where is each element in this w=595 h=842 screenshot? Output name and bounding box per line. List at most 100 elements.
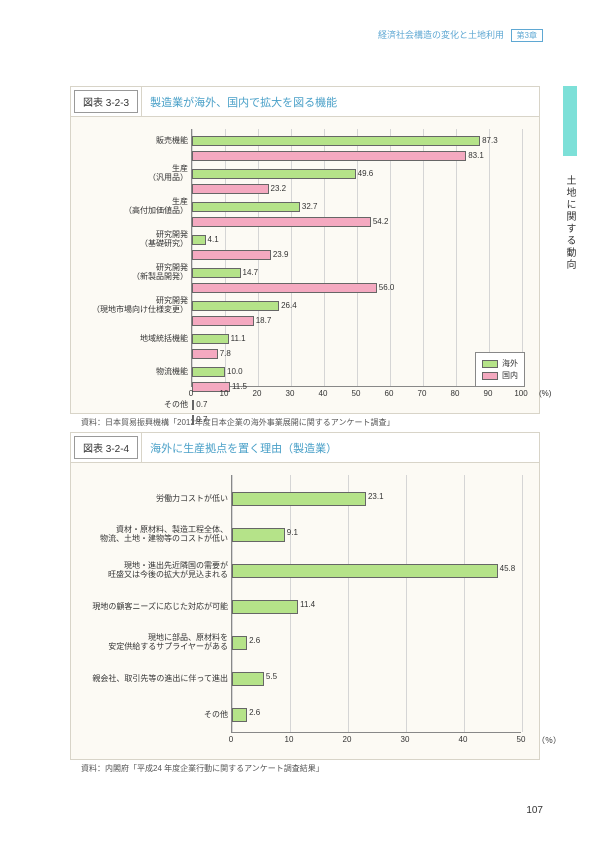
- chart2-bar: 45.8: [232, 564, 498, 578]
- chart1-bar-domestic: 83.1: [192, 151, 466, 161]
- chart1-category-label: 地域統括機能: [84, 335, 192, 344]
- header-text: 経済社会構造の変化と土地利用: [378, 30, 504, 40]
- legend-item-domestic: 国内: [482, 370, 518, 381]
- chart2-bar: 2.6: [232, 636, 247, 650]
- chart2-xtick: 50: [517, 735, 526, 744]
- chart2-plot: 労働力コストが低い23.1 資材・原材料、製造工程全体、物流、土地・建物等のコスト…: [231, 475, 521, 733]
- chart1-bar-value: 10.0: [227, 367, 243, 376]
- chart1-bar-value: 49.6: [358, 169, 374, 178]
- chart2-row: 現地の顧客ニーズに応じた対応が可能11.4: [232, 594, 521, 620]
- chart2-bar: 2.6: [232, 708, 247, 722]
- legend-label-domestic: 国内: [502, 370, 518, 381]
- side-section-label: 土地に関する動向: [563, 175, 577, 271]
- chart1-bar-overseas: 49.6: [192, 169, 356, 179]
- chart1-bar-value: 4.1: [208, 235, 219, 244]
- chart2-xtick: 0: [229, 735, 233, 744]
- chart2-body: 労働力コストが低い23.1資材・原材料、製造工程全体、物流、土地・建物等のコスト…: [71, 463, 539, 757]
- chart1-bar-value: 23.9: [273, 250, 289, 259]
- chart2-category-label: その他: [84, 711, 232, 720]
- chart2-bar-value: 11.4: [300, 600, 315, 609]
- chart1-xaxis: 0102030405060708090100(%): [191, 387, 521, 403]
- chart2-bar-value: 9.1: [287, 528, 298, 537]
- page-number: 107: [526, 805, 543, 816]
- chart2-title-num: 図表 3-2-4: [74, 436, 138, 459]
- chart2-bar-value: 23.1: [368, 492, 384, 501]
- chart1-category-group: 販売機能87.383.1: [192, 134, 521, 163]
- chart1-xtick: 20: [253, 389, 262, 398]
- chart1-category-group: 生産（汎用品）49.623.2: [192, 167, 521, 196]
- chart1-bar-overseas: 11.1: [192, 334, 229, 344]
- chart1-category-group: 地域統括機能11.17.8: [192, 332, 521, 361]
- chart1-body: 販売機能87.383.1生産（汎用品）49.623.2生産（高付加価値品）32.…: [71, 117, 539, 411]
- chart2-row: 資材・原材料、製造工程全体、物流、土地・建物等のコストが低い9.1: [232, 522, 521, 548]
- chart1-bar-value: 14.7: [243, 268, 259, 277]
- chart2-row: 親会社、取引先等の進出に伴って進出5.5: [232, 666, 521, 692]
- legend-swatch-overseas: [482, 360, 498, 368]
- chart1-bar-domestic: 23.2: [192, 184, 269, 194]
- chart1-category-group: 研究開発（現地市場向け仕様変更）26.418.7: [192, 299, 521, 328]
- chart1-bar-value: 18.7: [256, 316, 272, 325]
- chart2-xtick: 40: [459, 735, 468, 744]
- legend-label-overseas: 海外: [502, 358, 518, 369]
- chart2-category-label: 親会社、取引先等の進出に伴って進出: [84, 675, 232, 684]
- chart2-bar-value: 2.6: [249, 636, 260, 645]
- chart1-bar-overseas: 14.7: [192, 268, 241, 278]
- chart2-bar-value: 5.5: [266, 672, 277, 681]
- chart2-bar: 11.4: [232, 600, 298, 614]
- chart1-bar-overseas: 4.1: [192, 235, 206, 245]
- chart2-xtick: 30: [401, 735, 410, 744]
- chart1-bar-domestic: 23.9: [192, 250, 271, 260]
- section-color-tab: [563, 86, 577, 156]
- chart2-xtick: 20: [343, 735, 352, 744]
- chart1-xtick: 0: [189, 389, 193, 398]
- chart2-row: 現地に部品、原材料を安定供給するサプライヤーがある2.6: [232, 630, 521, 656]
- chart-panel-2: 図表 3-2-4 海外に生産拠点を置く理由（製造業） 労働力コストが低い23.1…: [70, 432, 540, 760]
- chart1-xtick: 80: [451, 389, 460, 398]
- chart2-xtick: 10: [285, 735, 294, 744]
- chart1-xtick: 70: [418, 389, 427, 398]
- chart1-xtick: 30: [286, 389, 295, 398]
- chart1-bar-value: 11.1: [231, 334, 246, 343]
- chart2-category-label: 現地・進出先近隣国の需要が旺盛又は今後の拡大が見込まれる: [84, 562, 232, 580]
- chart1-category-label: 販売機能: [84, 137, 192, 146]
- chart1-bar-value: 7.8: [220, 349, 231, 358]
- chart1-category-group: 研究開発（基礎研究）4.123.9: [192, 233, 521, 262]
- chart1-bar-value: 0.7: [196, 415, 207, 424]
- chart2-row: その他2.6: [232, 702, 521, 728]
- chart1-bar-value: 26.4: [281, 301, 297, 310]
- chart2-category-label: 労働力コストが低い: [84, 495, 232, 504]
- chart2-category-label: 資材・原材料、製造工程全体、物流、土地・建物等のコストが低い: [84, 526, 232, 544]
- chart1-gridline: [522, 129, 523, 386]
- chart2-bar: 5.5: [232, 672, 264, 686]
- chart1-plot: 販売機能87.383.1生産（汎用品）49.623.2生産（高付加価値品）32.…: [191, 129, 521, 387]
- chart2-bar-value: 45.8: [500, 564, 516, 573]
- chart2-row: 労働力コストが低い23.1: [232, 486, 521, 512]
- chart1-category-label: 研究開発（基礎研究）: [84, 231, 192, 249]
- chart2-gridline: [522, 475, 523, 732]
- chart1-bar-domestic: 18.7: [192, 316, 254, 326]
- chapter-tag: 第3章: [511, 29, 543, 42]
- chart1-xtick: 60: [385, 389, 394, 398]
- chart1-bar-overseas: 26.4: [192, 301, 279, 311]
- chart2-category-label: 現地の顧客ニーズに応じた対応が可能: [84, 603, 232, 612]
- chart1-bar-value: 83.1: [468, 151, 484, 160]
- chart2-bar: 23.1: [232, 492, 366, 506]
- chart1-title-row: 図表 3-2-3 製造業が海外、国内で拡大を図る機能: [71, 87, 539, 117]
- chart1-bar-overseas: 87.3: [192, 136, 480, 146]
- chart1-category-group: 研究開発（新製品開発）14.756.0: [192, 266, 521, 295]
- chart2-title-row: 図表 3-2-4 海外に生産拠点を置く理由（製造業）: [71, 433, 539, 463]
- chart1-bar-value: 32.7: [302, 202, 318, 211]
- chart1-bar-overseas: 32.7: [192, 202, 300, 212]
- chart2-xaxis: 01020304050（％）: [231, 733, 521, 749]
- chart2-source: 資料：内閣府「平成24 年度企業行動に関するアンケート調査結果」: [71, 757, 539, 782]
- chart1-bar-value: 56.0: [379, 283, 395, 292]
- chart-panel-1: 図表 3-2-3 製造業が海外、国内で拡大を図る機能 販売機能87.3 83.1 生…: [70, 86, 540, 414]
- legend-item-overseas: 海外: [482, 358, 518, 369]
- chart1-bar-domestic: 0.7: [192, 415, 194, 425]
- chart1-category-label: 研究開発（新製品開発）: [84, 264, 192, 282]
- chart1-category-group: 生産（高付加価値品）32.754.2: [192, 200, 521, 229]
- chart1-bar-domestic: 7.8: [192, 349, 218, 359]
- chart1-category-label: 生産（高付加価値品）: [84, 198, 192, 216]
- page-header: 経済社会構造の変化と土地利用 第3章: [378, 28, 543, 41]
- chart1-bar-domestic: 56.0: [192, 283, 377, 293]
